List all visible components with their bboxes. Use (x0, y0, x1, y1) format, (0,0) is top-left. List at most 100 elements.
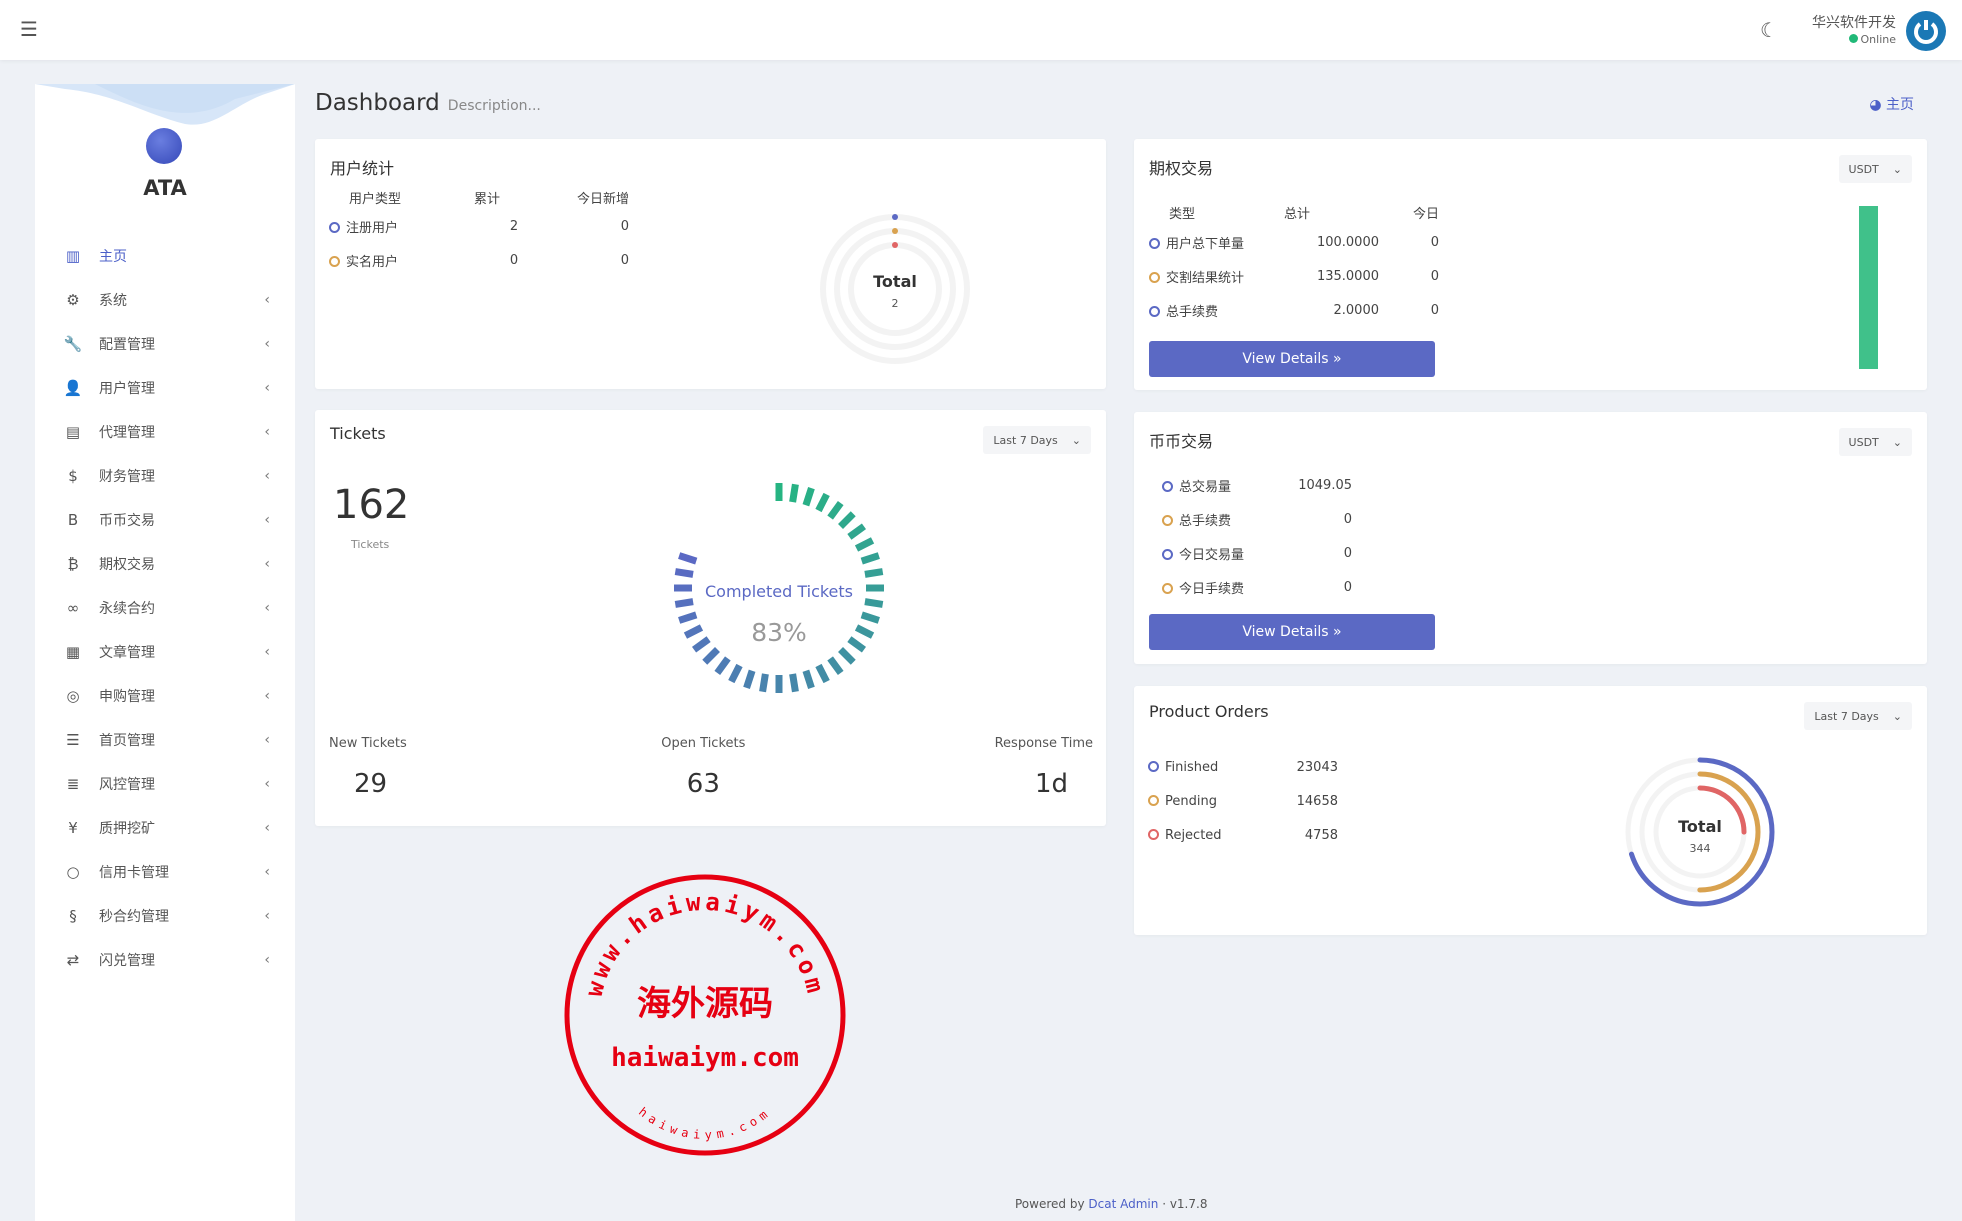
sidebar-item-label: 期权交易 (99, 557, 155, 573)
row-label-text: 实名用户 (346, 254, 399, 270)
chevron-left-icon: ‹ (264, 292, 270, 308)
column-header: 用户类型 (349, 191, 402, 207)
gauge-segment (815, 492, 830, 513)
sidebar-item[interactable]: 👤 用户管理 ‹ (35, 366, 295, 410)
select-value: USDT (1848, 162, 1879, 176)
sidebar-item[interactable]: ≣ 风控管理 ‹ (35, 762, 295, 806)
legend-circle-icon (1149, 237, 1160, 249)
menu-icon: ☰ (66, 731, 80, 749)
table-row: Pending 14658 (1148, 784, 1348, 818)
sidebar-item[interactable]: ▥ 主页 (35, 234, 295, 278)
dcat-admin-link[interactable]: Dcat Admin (1088, 1197, 1159, 1211)
row-label-text: Rejected (1165, 827, 1222, 843)
chevron-left-icon: ‹ (264, 600, 270, 616)
table-row: 用户总下单量 100.0000 0 (1149, 225, 1439, 259)
gauge-segment (674, 598, 694, 608)
sidebar-item[interactable]: ¥ 质押挖矿 ‹ (35, 806, 295, 850)
table-row: 今日手续费 0 (1162, 570, 1362, 604)
page-description: Description... (447, 98, 541, 114)
gauge-segment (854, 537, 875, 552)
sidebar-item[interactable]: ₿ 期权交易 ‹ (35, 542, 295, 586)
menu-icon: ○ (66, 863, 80, 881)
sidebar-item[interactable]: ☰ 首页管理 ‹ (35, 718, 295, 762)
row-label-text: 交割结果统计 (1166, 270, 1245, 286)
user-name[interactable]: 华兴软件开发 (1812, 15, 1896, 31)
row-total: 100.0000 (1316, 234, 1379, 250)
sidebar-item[interactable]: ◎ 申购管理 ‹ (35, 674, 295, 718)
menu-icon: ⚙ (66, 291, 80, 309)
chart-label: Total (873, 272, 917, 291)
chart-value: 2 (892, 297, 899, 310)
menu-icon: ◎ (66, 687, 80, 705)
column-header: 今日 (1412, 206, 1439, 222)
row-value: 4758 (1304, 827, 1338, 843)
view-details-button[interactable]: View Details » (1149, 614, 1435, 650)
row-label: Rejected (1148, 828, 1268, 843)
watermark-stamp: www.haiwaiym.com 海外源码 haiwaiym.com haiwa… (564, 874, 846, 1156)
page-title: Dashboard Description... (315, 90, 541, 116)
chevron-left-icon: ‹ (264, 380, 270, 396)
sidebar-item[interactable]: $ 财务管理 ‹ (35, 454, 295, 498)
row-label-text: 用户总下单量 (1166, 236, 1245, 252)
ticket-stat: Open Tickets 63 (661, 736, 745, 799)
gauge-segment (802, 487, 815, 507)
sidebar-item[interactable]: ⇄ 闪兑管理 ‹ (35, 938, 295, 982)
card-title: Tickets (330, 424, 386, 443)
hamburger-icon[interactable]: ☰ (20, 17, 38, 41)
sidebar-item[interactable]: B 币币交易 ‹ (35, 498, 295, 542)
sidebar-item-label: 代理管理 (99, 425, 155, 441)
svg-text:www.haiwaiym.com: www.haiwaiym.com (580, 888, 831, 1000)
footer: Powered by Dcat Admin · v1.7.8 (1015, 1197, 1207, 1211)
sidebar-item[interactable]: ∞ 永续合约 ‹ (35, 586, 295, 630)
row-today: 0 (620, 218, 629, 234)
sidebar-item[interactable]: § 秒合约管理 ‹ (35, 894, 295, 938)
sidebar-item[interactable]: 🔧 配置管理 ‹ (35, 322, 295, 366)
sidebar-item-label: 配置管理 (99, 337, 155, 353)
table-row: 总手续费 0 (1162, 502, 1362, 536)
chevron-left-icon: ‹ (264, 336, 270, 352)
chevron-left-icon: ‹ (264, 512, 270, 528)
tickets-period-select[interactable]: Last 7 Days ⌄ (983, 426, 1091, 454)
menu-icon: ∞ (66, 599, 80, 617)
row-label: 总手续费 (1149, 301, 1299, 320)
row-label: 总手续费 (1162, 510, 1282, 529)
tickets-card: Tickets Last 7 Days ⌄ 162 Tickets Complet… (315, 410, 1106, 826)
menu-icon: B (67, 511, 79, 529)
sidebar-item[interactable]: ▤ 代理管理 ‹ (35, 410, 295, 454)
sidebar-item[interactable]: ⚙ 系统 ‹ (35, 278, 295, 322)
user-stats-card: 用户统计 用户类型 累计 今日新增 注册用户 2 0 实名用户 0 0 Total 2 (315, 139, 1106, 389)
sidebar-item[interactable]: ▦ 文章管理 ‹ (35, 630, 295, 674)
currency-select[interactable]: USDT ⌄ (1838, 428, 1912, 456)
watermark-url-text: haiwaiym.com (611, 1043, 799, 1073)
gauge-segment (759, 673, 769, 693)
row-label-text: 今日手续费 (1179, 581, 1245, 597)
sidebar-item[interactable]: ○ 信用卡管理 ‹ (35, 850, 295, 894)
chevron-left-icon: ‹ (264, 468, 270, 484)
avatar[interactable] (1906, 11, 1946, 51)
chevron-left-icon: ‹ (264, 820, 270, 836)
sidebar-item-label: 质押挖矿 (99, 821, 155, 837)
currency-select[interactable]: USDT ⌄ (1838, 155, 1912, 183)
stat-label: Open Tickets (661, 736, 746, 751)
gauge-segment (838, 647, 856, 665)
legend-circle-icon (1149, 305, 1160, 317)
breadcrumb-home[interactable]: 主页 (1886, 97, 1914, 113)
legend-circle-icon (1162, 582, 1173, 594)
moon-icon[interactable]: ☾ (1760, 18, 1778, 42)
chevron-left-icon: ‹ (264, 908, 270, 924)
svg-text:haiwaiym.com: haiwaiym.com (636, 1105, 774, 1142)
row-total: 135.0000 (1316, 268, 1379, 284)
ticket-stat: New Tickets 29 (329, 736, 412, 799)
orders-period-select[interactable]: Last 7 Days ⌄ (1804, 702, 1912, 730)
ticket-count-label: Tickets (351, 538, 390, 551)
gauge-segment (854, 624, 875, 639)
menu-icon: ▥ (65, 247, 81, 265)
column-header: 累计 (474, 191, 501, 207)
table-row: 总交易量 1049.05 (1162, 468, 1362, 502)
legend-circle-icon (329, 255, 340, 267)
sidebar-wave-decoration (35, 84, 295, 125)
view-details-button[interactable]: View Details » (1149, 341, 1435, 377)
select-value: USDT (1848, 435, 1879, 449)
stat-label: New Tickets (329, 736, 407, 751)
breadcrumb[interactable]: ◕ 主页 (1869, 94, 1914, 114)
